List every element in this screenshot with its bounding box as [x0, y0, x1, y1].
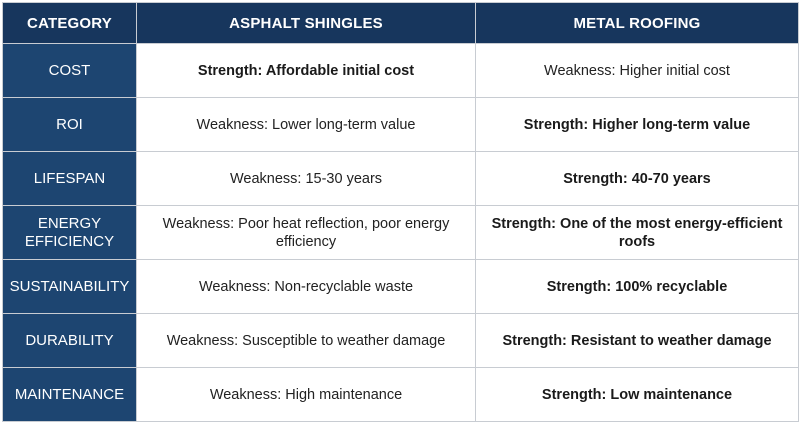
metal-cell: Strength: Resistant to weather damage [476, 314, 798, 367]
table-row: SUSTAINABILITY Weakness: Non-recyclable … [3, 260, 798, 313]
asphalt-cell: Weakness: Poor heat reflection, poor ene… [137, 206, 475, 259]
metal-cell: Strength: Low maintenance [476, 368, 798, 421]
table-row: ENERGY EFFICIENCY Weakness: Poor heat re… [3, 206, 798, 259]
category-cell: ENERGY EFFICIENCY [3, 206, 136, 259]
table-row: MAINTENANCE Weakness: High maintenance S… [3, 368, 798, 421]
category-cell: SUSTAINABILITY [3, 260, 136, 313]
asphalt-cell: Weakness: Non-recyclable waste [137, 260, 475, 313]
asphalt-cell: Strength: Affordable initial cost [137, 44, 475, 97]
table-body: COST Strength: Affordable initial cost W… [3, 44, 798, 421]
category-cell: COST [3, 44, 136, 97]
category-cell: DURABILITY [3, 314, 136, 367]
metal-cell: Strength: 100% recyclable [476, 260, 798, 313]
header-category: CATEGORY [3, 3, 136, 43]
category-cell: ROI [3, 98, 136, 151]
asphalt-cell: Weakness: 15-30 years [137, 152, 475, 205]
asphalt-cell: Weakness: Susceptible to weather damage [137, 314, 475, 367]
asphalt-cell: Weakness: Lower long-term value [137, 98, 475, 151]
table-row: COST Strength: Affordable initial cost W… [3, 44, 798, 97]
category-cell: MAINTENANCE [3, 368, 136, 421]
category-cell: LIFESPAN [3, 152, 136, 205]
header-asphalt-shingles: ASPHALT SHINGLES [137, 3, 475, 43]
table-row: DURABILITY Weakness: Susceptible to weat… [3, 314, 798, 367]
metal-cell: Weakness: Higher initial cost [476, 44, 798, 97]
header-row: CATEGORY ASPHALT SHINGLES METAL ROOFING [3, 3, 798, 43]
table-row: LIFESPAN Weakness: 15-30 years Strength:… [3, 152, 798, 205]
metal-cell: Strength: Higher long-term value [476, 98, 798, 151]
table-row: ROI Weakness: Lower long-term value Stre… [3, 98, 798, 151]
asphalt-cell: Weakness: High maintenance [137, 368, 475, 421]
header-metal-roofing: METAL ROOFING [476, 3, 798, 43]
table-header: CATEGORY ASPHALT SHINGLES METAL ROOFING [3, 3, 798, 43]
metal-cell: Strength: 40-70 years [476, 152, 798, 205]
metal-cell: Strength: One of the most energy-efficie… [476, 206, 798, 259]
